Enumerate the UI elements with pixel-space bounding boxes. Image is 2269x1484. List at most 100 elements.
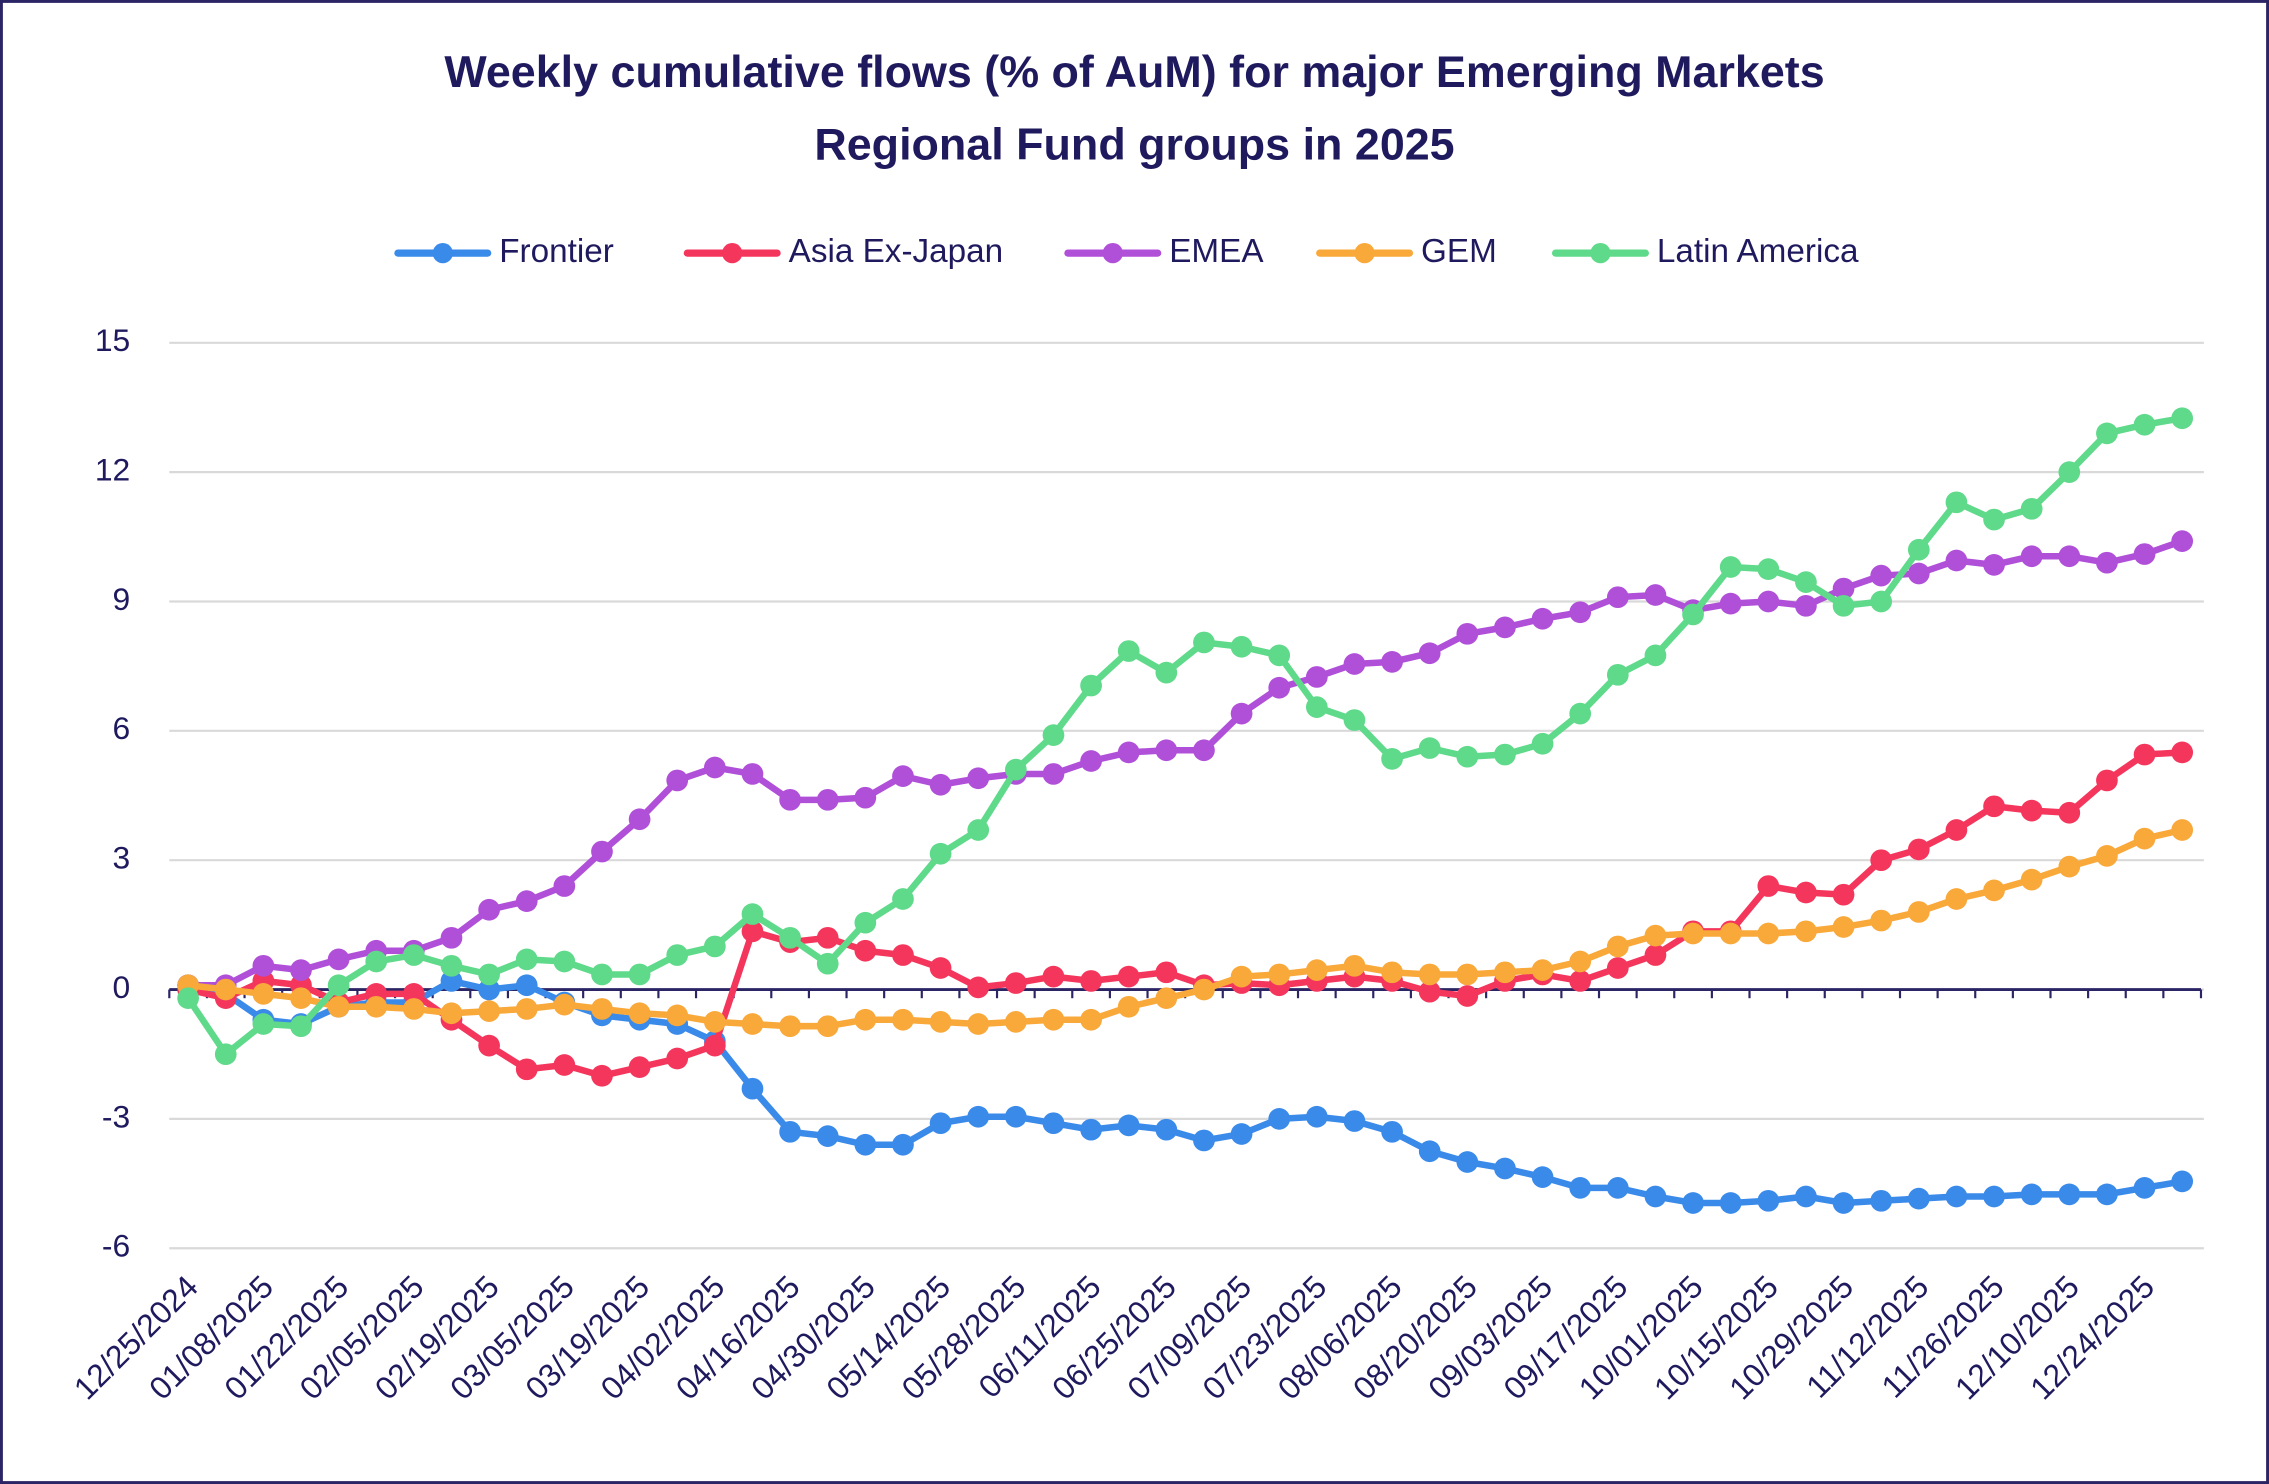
data-point xyxy=(2020,1183,2043,1206)
y-tick-label: 9 xyxy=(113,581,131,617)
data-point xyxy=(214,1043,237,1066)
data-point xyxy=(1381,651,1403,673)
chart-title: Regional Fund groups in 2025 xyxy=(814,118,1454,169)
data-point xyxy=(1832,594,1855,617)
data-point xyxy=(967,767,990,790)
data-point xyxy=(177,987,199,1010)
data-point xyxy=(892,944,914,966)
legend-marker xyxy=(432,242,453,264)
data-point xyxy=(892,1133,914,1156)
data-point xyxy=(1682,1192,1704,1214)
data-point xyxy=(1757,875,1780,897)
data-point xyxy=(1644,944,1667,966)
data-point xyxy=(1569,970,1592,992)
data-point xyxy=(327,948,350,971)
data-point xyxy=(1719,556,1742,578)
data-point xyxy=(1757,922,1780,945)
data-point xyxy=(929,773,952,796)
data-point xyxy=(816,1015,839,1038)
data-point xyxy=(1983,879,2005,902)
data-point xyxy=(2171,407,2194,430)
data-point xyxy=(403,983,425,1005)
data-point xyxy=(1757,1189,1780,1212)
data-point xyxy=(929,957,952,979)
data-point xyxy=(1870,564,1893,587)
data-point xyxy=(1945,1185,1968,1208)
data-point xyxy=(892,765,914,787)
data-point xyxy=(515,974,538,997)
data-point xyxy=(1907,1187,1930,1210)
data-point xyxy=(440,970,463,992)
data-point xyxy=(1117,1114,1140,1137)
data-point xyxy=(1456,622,1479,645)
data-point xyxy=(1155,961,1178,984)
data-point xyxy=(478,978,500,1001)
data-point xyxy=(1456,745,1479,768)
data-point xyxy=(854,939,877,962)
legend-marker xyxy=(1590,242,1611,264)
data-point xyxy=(1381,1120,1403,1143)
data-point xyxy=(1606,935,1629,958)
data-point xyxy=(2133,743,2156,766)
data-point xyxy=(1268,644,1291,667)
y-tick-label: 0 xyxy=(113,969,131,1005)
data-point xyxy=(1042,965,1065,988)
data-point xyxy=(703,935,726,958)
data-point xyxy=(515,998,538,1020)
data-point xyxy=(1795,1185,1817,1208)
data-point xyxy=(478,1000,500,1022)
data-point xyxy=(1983,795,2005,818)
data-point xyxy=(628,963,651,986)
data-point xyxy=(1155,661,1178,684)
y-tick-label: 15 xyxy=(95,322,130,358)
data-point xyxy=(1343,653,1366,675)
data-point xyxy=(1569,702,1592,725)
data-point xyxy=(666,1004,689,1027)
data-point xyxy=(1418,737,1441,759)
data-point xyxy=(1305,666,1328,688)
data-point xyxy=(2171,530,2194,552)
data-point xyxy=(1305,696,1328,718)
data-point xyxy=(703,756,726,779)
data-point xyxy=(816,952,839,975)
data-point xyxy=(2058,801,2081,824)
y-tick-label: -6 xyxy=(102,1228,130,1264)
data-point xyxy=(1494,961,1516,984)
data-point xyxy=(1193,978,1215,1001)
data-point xyxy=(2020,799,2043,822)
data-point xyxy=(1230,702,1253,725)
data-point xyxy=(1230,1123,1253,1145)
data-point xyxy=(1870,909,1893,932)
legend-marker xyxy=(1354,242,1375,264)
data-point xyxy=(1795,571,1817,593)
data-point xyxy=(967,1105,990,1128)
data-point xyxy=(1945,491,1968,514)
data-point xyxy=(854,911,877,934)
series xyxy=(177,970,2194,1214)
data-point xyxy=(892,1008,914,1031)
data-point xyxy=(2096,845,2118,867)
data-point xyxy=(478,963,500,986)
data-point xyxy=(1004,972,1027,994)
data-point xyxy=(1945,819,1968,841)
data-point xyxy=(1418,980,1441,1003)
data-point xyxy=(1682,922,1704,945)
data-point xyxy=(591,963,613,986)
data-point xyxy=(1531,959,1554,981)
data-point xyxy=(1418,642,1441,665)
data-point xyxy=(252,954,275,977)
data-point xyxy=(1268,676,1291,699)
data-point xyxy=(1494,743,1516,766)
data-point xyxy=(1569,950,1592,973)
data-point xyxy=(1004,758,1027,781)
data-point xyxy=(816,1125,839,1147)
chart-title: Weekly cumulative flows (% of AuM) for m… xyxy=(444,46,1824,97)
data-point xyxy=(1682,603,1704,626)
y-tick-label: 3 xyxy=(113,840,131,876)
data-point xyxy=(779,926,801,949)
data-point xyxy=(1343,954,1366,977)
data-point xyxy=(779,1015,801,1038)
data-point xyxy=(252,983,275,1005)
data-point xyxy=(1042,763,1065,785)
